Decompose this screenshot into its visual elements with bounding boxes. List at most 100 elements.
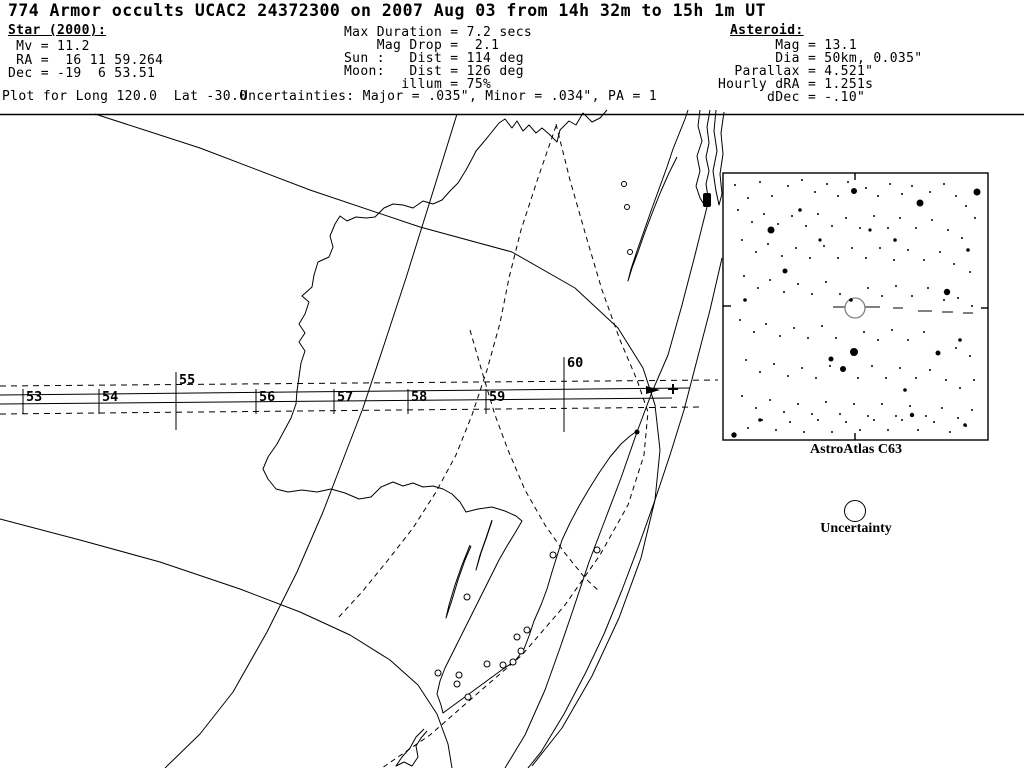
star-dot [953,263,955,265]
star-dot [751,221,753,223]
star-dot [791,215,793,217]
star-dot [759,181,761,183]
star-dot [731,432,737,438]
header-line: Mv = 11.2 [8,39,90,54]
star-dot [825,401,827,403]
target-star-circle [844,297,866,319]
island-outline [624,204,630,210]
town-marker [499,661,507,669]
header-line: Dec = -19 6 53.51 [8,66,156,81]
star-dot [743,275,745,277]
star-dot [945,379,947,381]
star-dot [782,268,788,274]
star-dot [955,195,957,197]
town-marker [523,626,531,634]
star-dot [943,288,951,296]
star-dot [907,249,909,251]
star-dot [755,251,757,253]
header-line: Moon: Dist = 126 deg [344,64,524,79]
town-marker [513,633,521,641]
coastline-limb-2 [712,109,725,206]
star-dot [889,183,891,185]
star-dot [815,377,817,379]
star-dot [845,217,847,219]
coastline-shark-bay-spike-a [445,544,472,619]
star-dot [943,183,945,185]
altitude-contour-dashed-b [337,125,557,619]
header-line: Asteroid: [730,23,804,38]
star-dot [811,413,813,415]
star-dot [859,227,861,229]
star-dot [974,217,976,219]
town-marker [464,693,472,701]
star-dot [881,403,883,405]
star-dot [949,431,951,433]
star-dot [851,247,853,249]
header-line: Dia = 50km, 0.035" [718,51,923,66]
star-dot [817,213,819,215]
header-line: Mag = 13.1 [718,38,858,53]
star-dot [868,228,872,232]
star-dot [765,323,767,325]
town-marker [453,680,461,688]
star-dot [925,415,927,417]
star-dot [851,188,857,194]
star-dot [959,387,961,389]
coastline-islet-south [395,728,428,767]
star-dot [857,377,859,379]
minute-tick-label: 59 [489,389,505,405]
path-uncertainty-line [0,406,701,415]
altitude-contour-dashed-c [469,329,601,593]
star-dot [865,257,867,259]
star-dot [973,188,981,196]
star-dot [783,411,785,413]
star-dot [863,331,865,333]
path-marker-dot [634,429,640,435]
star-dot [965,425,967,427]
star-dot [927,287,929,289]
star-dot [798,208,802,212]
star-dot [891,329,893,331]
star-dot [947,229,949,231]
header-line: Uncertainties: Major = .035", Minor = .0… [240,89,658,104]
star-dot [850,348,858,356]
star-dot [931,219,933,221]
star-dot [907,339,909,341]
star-dot [797,283,799,285]
island-outline [621,181,627,187]
star-dot [971,305,973,307]
star-dot [915,227,917,229]
star-dot [831,225,833,227]
star-dot [867,415,869,417]
header-line: illum = 75% [344,77,492,92]
minute-tick-label: 56 [259,389,275,405]
star-dot [758,418,762,422]
star-dot [783,291,785,293]
header-line: Plot for Long 120.0 Lat -30.0 [2,89,248,104]
star-dot [818,238,822,242]
star-dot [821,325,823,327]
minute-tick-label: 58 [411,389,427,405]
star-dot [839,293,841,295]
star-dot [958,338,962,342]
star-dot [839,413,841,415]
star-dot [829,365,831,367]
star-dot [881,295,883,297]
star-dot [873,215,875,217]
star-dot [955,347,957,349]
star-dot [801,179,803,181]
star-dot [797,403,799,405]
star-dot [775,429,777,431]
star-dot [771,195,773,197]
limit-curve-1 [504,206,708,768]
target-star-dot [849,298,853,302]
star-dot [837,195,839,197]
star-dot [761,419,763,421]
star-dot [916,199,924,207]
star-dot [835,337,837,339]
star-dot [901,193,903,195]
star-dot [737,209,739,211]
star-dot [895,415,897,417]
star-dot [909,412,915,418]
